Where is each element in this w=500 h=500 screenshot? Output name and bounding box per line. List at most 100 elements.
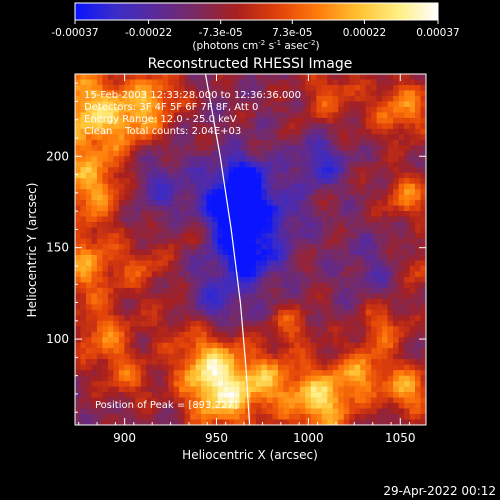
heatmap-cell	[173, 287, 180, 294]
heatmap-cell	[146, 123, 153, 130]
heatmap-cell	[415, 271, 421, 278]
heatmap-cell	[151, 167, 158, 174]
heatmap-cell	[327, 276, 334, 283]
heatmap-cell	[393, 123, 399, 130]
heatmap-cell	[201, 161, 207, 168]
heatmap-cell	[310, 79, 317, 86]
heatmap-cell	[91, 134, 98, 141]
heatmap-cell	[288, 172, 295, 179]
heatmap-cell	[409, 403, 416, 409]
heatmap-cell	[201, 183, 207, 190]
heatmap-cell	[212, 331, 218, 338]
heatmap-cell	[299, 337, 306, 344]
heatmap-cell	[75, 227, 81, 234]
heatmap-cell	[349, 167, 356, 174]
heatmap-cell	[91, 216, 98, 223]
heatmap-cell	[179, 205, 185, 212]
heatmap-cell	[420, 79, 426, 86]
heatmap-cell	[223, 84, 229, 91]
heatmap-cell	[96, 101, 103, 108]
heatmap-cell	[387, 348, 394, 355]
heatmap-cell	[168, 298, 175, 305]
heatmap-cell	[382, 112, 388, 119]
heatmap-cell	[277, 309, 284, 316]
x-tick-label: 950	[205, 431, 228, 445]
heatmap-cell	[245, 90, 251, 97]
heatmap-cell	[327, 348, 334, 355]
colorbar-tick-label: -0.00022	[125, 27, 172, 39]
heatmap-cell	[228, 282, 235, 289]
heatmap-cell	[135, 150, 142, 157]
heatmap-cell	[376, 381, 383, 387]
heatmap-cell	[80, 265, 87, 272]
heatmap-cell	[360, 238, 366, 245]
heatmap-cell	[212, 134, 218, 141]
heatmap-cell	[349, 287, 356, 294]
heatmap-cell	[212, 304, 218, 311]
heatmap-cell	[179, 386, 185, 393]
heatmap-cell	[85, 419, 92, 425]
heatmap-cell	[310, 194, 317, 201]
heatmap-cell	[85, 254, 92, 261]
heatmap-cell	[151, 194, 158, 201]
heatmap-cell	[228, 331, 235, 338]
heatmap-cell	[360, 320, 366, 327]
heatmap-cell	[283, 364, 290, 371]
heatmap-cell	[321, 381, 328, 387]
heatmap-cell	[310, 74, 317, 80]
heatmap-cell	[283, 293, 290, 300]
heatmap-cell	[387, 128, 394, 135]
heatmap-cell	[85, 315, 92, 322]
heatmap-cell	[107, 244, 114, 250]
heatmap-cell	[85, 183, 92, 190]
heatmap-cell	[327, 205, 334, 212]
heatmap-cell	[85, 342, 92, 349]
heatmap-cell	[146, 276, 153, 283]
heatmap-cell	[376, 227, 383, 234]
heatmap-cell	[206, 139, 213, 146]
heatmap-cell	[299, 375, 306, 382]
heatmap-cell	[157, 101, 164, 108]
heatmap-cell	[190, 364, 196, 371]
heatmap-cell	[360, 276, 366, 283]
heatmap-cell	[107, 414, 114, 420]
heatmap-cell	[118, 205, 125, 212]
heatmap-cell	[102, 216, 109, 223]
heatmap-cell	[151, 403, 158, 409]
heatmap-cell	[151, 178, 158, 184]
heatmap-cell	[140, 271, 147, 278]
heatmap-cell	[162, 167, 169, 174]
heatmap-cell	[316, 254, 323, 261]
heatmap-cell	[310, 348, 317, 355]
heatmap-cell	[250, 260, 257, 267]
heatmap-cell	[393, 200, 399, 206]
heatmap-cell	[327, 381, 334, 387]
heatmap-cell	[223, 348, 229, 355]
heatmap-cell	[305, 348, 312, 355]
heatmap-cell	[151, 315, 158, 322]
heatmap-cell	[294, 287, 301, 294]
heatmap-cell	[376, 276, 383, 283]
heatmap-cell	[201, 222, 207, 228]
heatmap-cell	[129, 326, 136, 333]
heatmap-cell	[228, 315, 235, 322]
heatmap-cell	[266, 304, 273, 311]
heatmap-cell	[321, 189, 328, 195]
heatmap-cell	[85, 90, 92, 97]
heatmap-cell	[283, 331, 290, 338]
heatmap-cell	[272, 161, 279, 168]
heatmap-cell	[234, 95, 240, 102]
heatmap-cell	[217, 315, 224, 322]
heatmap-cell	[393, 84, 399, 91]
heatmap-cell	[91, 161, 98, 168]
heatmap-cell	[420, 419, 426, 425]
heatmap-cell	[365, 348, 372, 355]
heatmap-cell	[140, 156, 147, 163]
heatmap-cell	[332, 172, 339, 179]
heatmap-cell	[85, 353, 92, 360]
heatmap-cell	[360, 178, 366, 184]
heatmap-cell	[338, 178, 345, 184]
heatmap-cell	[316, 260, 323, 267]
heatmap-cell	[212, 183, 218, 190]
heatmap-cell	[184, 172, 191, 179]
